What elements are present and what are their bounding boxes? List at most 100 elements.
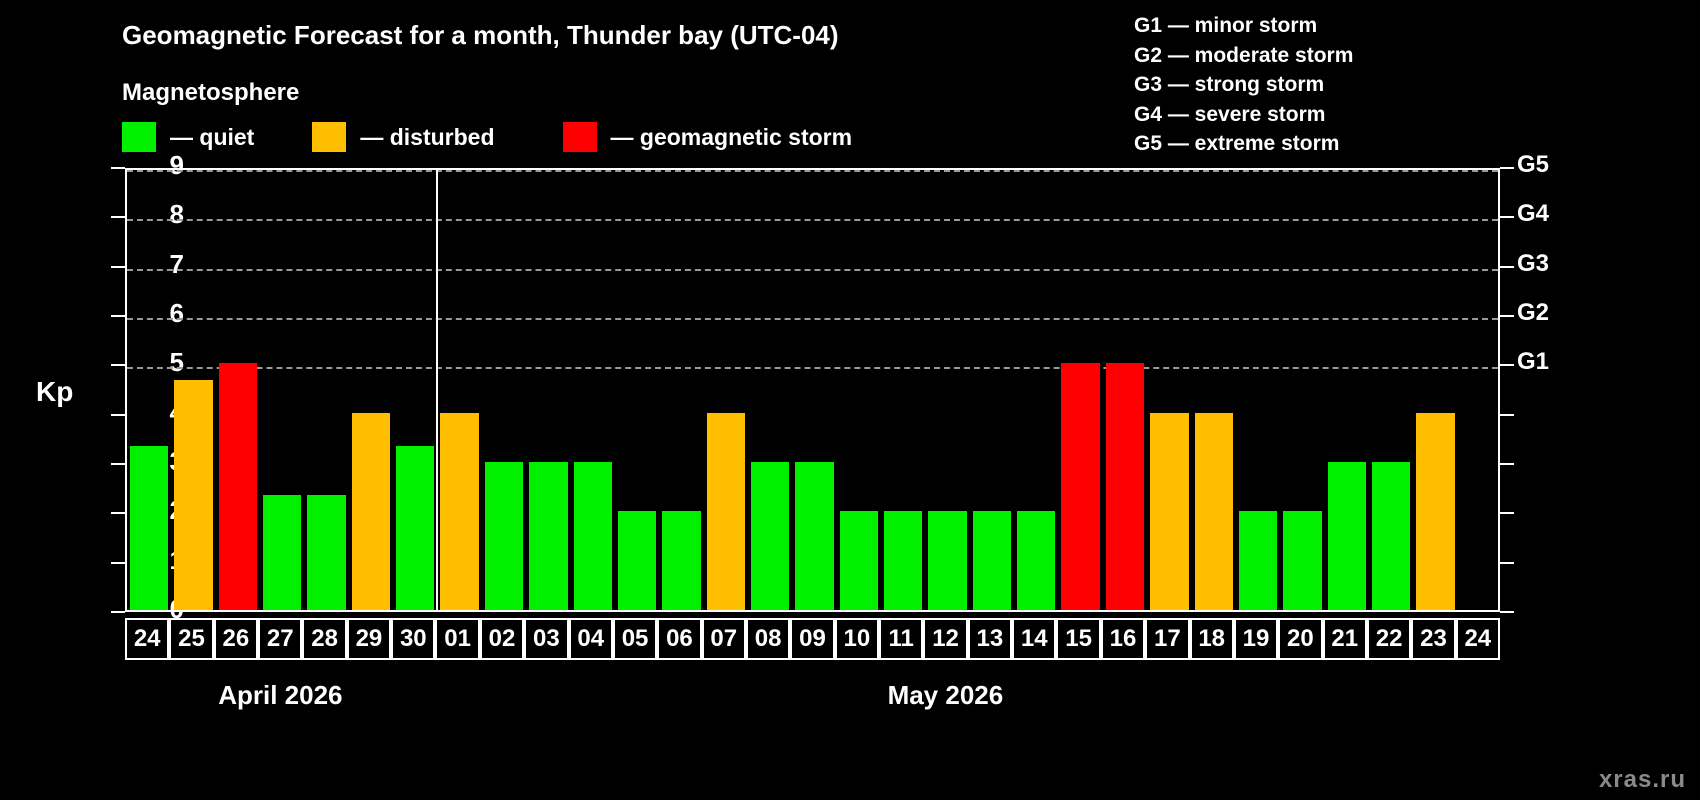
date-cell-21[interactable]: 15 xyxy=(1056,618,1101,660)
bar-08[interactable] xyxy=(750,462,790,610)
date-cell-17[interactable]: 11 xyxy=(879,618,924,660)
g-tick-mark-kp-8 xyxy=(1500,216,1514,219)
legend-swatch-storm xyxy=(562,122,597,152)
bar-25[interactable] xyxy=(174,379,213,610)
y-tick-mark-1 xyxy=(111,561,125,564)
g-tick-label-g4: G4 xyxy=(1517,200,1550,228)
g-tick-mark-kp-6 xyxy=(1500,315,1514,317)
bar-06[interactable] xyxy=(662,511,701,610)
g-tick-mark-kp-7 xyxy=(1500,265,1514,268)
date-cell-6[interactable]: 30 xyxy=(391,618,436,660)
date-cell-25[interactable]: 19 xyxy=(1233,618,1279,660)
date-cell-22[interactable]: 16 xyxy=(1100,618,1146,660)
bar-21[interactable] xyxy=(1327,462,1366,610)
bar-23[interactable] xyxy=(1416,412,1455,610)
gridline-kp-5 xyxy=(127,367,1498,370)
date-cell-14[interactable]: 08 xyxy=(745,618,791,660)
date-cell-18[interactable]: 12 xyxy=(923,618,968,660)
date-cell-15[interactable]: 09 xyxy=(790,618,835,660)
bar-15[interactable] xyxy=(1061,363,1100,610)
bar-20[interactable] xyxy=(1283,511,1322,610)
date-cell-19[interactable]: 13 xyxy=(967,618,1013,660)
date-cell-30[interactable]: 24 xyxy=(1455,618,1500,660)
magnetosphere-legend: — quiet — disturbed — geomagnetic storm xyxy=(122,122,852,152)
date-cell-4[interactable]: 28 xyxy=(302,618,347,660)
bar-26[interactable] xyxy=(218,363,258,610)
bar-11[interactable] xyxy=(884,511,923,610)
g-tick-mark-kp-5 xyxy=(1500,364,1514,367)
date-cell-7[interactable]: 01 xyxy=(435,618,480,660)
g-tick-mark-kp-1 xyxy=(1500,561,1514,564)
bar-16[interactable] xyxy=(1105,363,1145,610)
bar-19[interactable] xyxy=(1238,511,1278,610)
date-cell-26[interactable]: 20 xyxy=(1278,618,1323,660)
legend-entry-storm: — geomagnetic storm xyxy=(562,122,853,152)
date-cell-3[interactable]: 27 xyxy=(258,618,303,660)
date-cell-13[interactable]: 07 xyxy=(701,618,746,660)
bar-04[interactable] xyxy=(573,462,612,610)
g-tick-label-g3: G3 xyxy=(1517,249,1550,277)
g-scale-legend: G1 — minor storm G2 — moderate storm G3 — … xyxy=(1134,11,1353,159)
date-cell-12[interactable]: 06 xyxy=(657,618,702,660)
bars-layer xyxy=(127,170,1498,610)
date-cell-23[interactable]: 17 xyxy=(1145,618,1190,660)
bar-17[interactable] xyxy=(1150,412,1189,610)
g-scale-row-g3: G3 — strong storm xyxy=(1134,73,1325,96)
bar-03[interactable] xyxy=(529,462,568,610)
bar-14[interactable] xyxy=(1017,511,1056,610)
y-tick-mark-5 xyxy=(111,364,125,367)
date-cell-8[interactable]: 02 xyxy=(479,618,525,660)
date-cell-27[interactable]: 21 xyxy=(1322,618,1367,660)
date-cell-24[interactable]: 18 xyxy=(1189,618,1234,660)
bar-22[interactable] xyxy=(1371,462,1411,610)
date-cell-28[interactable]: 22 xyxy=(1366,618,1412,660)
bar-12[interactable] xyxy=(928,511,967,610)
g-tick-mark-kp-3 xyxy=(1500,463,1514,465)
legend-entry-disturbed: — disturbed xyxy=(312,122,495,152)
bar-28[interactable] xyxy=(307,495,346,610)
bar-10[interactable] xyxy=(839,511,879,610)
date-cell-0[interactable]: 24 xyxy=(125,618,170,660)
date-cell-29[interactable]: 23 xyxy=(1411,618,1456,660)
date-cell-5[interactable]: 29 xyxy=(346,618,392,660)
date-cell-10[interactable]: 04 xyxy=(568,618,613,660)
y-tick-mark-8 xyxy=(111,216,125,219)
bar-05[interactable] xyxy=(617,511,657,610)
bar-01[interactable] xyxy=(440,412,479,610)
y-tick-mark-6 xyxy=(111,315,125,317)
gridline-kp-7 xyxy=(127,268,1498,271)
date-cell-9[interactable]: 03 xyxy=(524,618,569,660)
bar-29[interactable] xyxy=(351,412,391,610)
date-cell-2[interactable]: 26 xyxy=(213,618,259,660)
month-caption-0: April 2026 xyxy=(218,680,343,710)
date-cell-20[interactable]: 14 xyxy=(1012,618,1057,660)
bar-18[interactable] xyxy=(1194,412,1233,610)
magnetosphere-heading: Magnetosphere xyxy=(122,79,300,106)
g-tick-label-g2: G2 xyxy=(1517,299,1550,326)
y-tick-mark-3 xyxy=(111,463,125,465)
legend-label-storm: — geomagnetic storm xyxy=(610,123,853,150)
date-cell-11[interactable]: 05 xyxy=(612,618,658,660)
page-title: Geomagnetic Forecast for a month, Thunde… xyxy=(122,20,839,50)
bar-27[interactable] xyxy=(263,495,302,610)
plot-inner xyxy=(127,170,1498,610)
g-tick-mark-kp-4 xyxy=(1500,413,1514,416)
month-caption-1: May 2026 xyxy=(887,680,1004,710)
bar-13[interactable] xyxy=(972,511,1012,610)
month-divider xyxy=(436,170,439,610)
y-axis-title: Kp xyxy=(36,376,74,407)
g-scale-row-g4: G4 — severe storm xyxy=(1134,102,1326,126)
bar-30[interactable] xyxy=(396,445,435,610)
bar-07[interactable] xyxy=(706,412,745,610)
g-tick-mark-kp-2 xyxy=(1500,512,1514,515)
y-tick-mark-2 xyxy=(111,512,125,515)
g-scale-row-g2: G2 — moderate storm xyxy=(1134,43,1354,67)
bar-24[interactable] xyxy=(130,445,169,610)
date-cell-16[interactable]: 10 xyxy=(834,618,880,660)
g-tick-mark-kp-9 xyxy=(1500,167,1514,169)
date-cell-1[interactable]: 25 xyxy=(169,618,214,660)
bar-02[interactable] xyxy=(484,462,524,610)
legend-swatch-disturbed xyxy=(312,122,347,152)
bar-09[interactable] xyxy=(795,462,834,610)
